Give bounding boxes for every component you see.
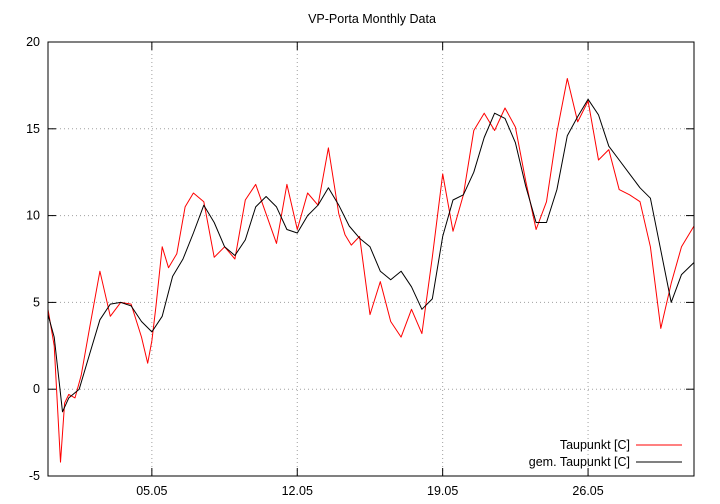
y-tick-label: -5: [29, 469, 40, 483]
y-tick-label: 20: [26, 35, 40, 49]
legend: Taupunkt [C] gem. Taupunkt [C]: [529, 438, 682, 469]
x-tick-label: 19.05: [427, 484, 458, 498]
y-tick-label: 10: [26, 209, 40, 223]
y-tick-label: 0: [33, 382, 40, 396]
x-tick-label: 05.05: [136, 484, 167, 498]
legend-label-gem-taupunkt: gem. Taupunkt [C]: [529, 455, 630, 469]
plot-frame: [47, 41, 695, 477]
y-tick-label: 15: [26, 122, 40, 136]
x-tick-label: 12.05: [282, 484, 313, 498]
series-line-gem-taupunkt: [47, 98, 695, 413]
x-tick-label: 26.05: [572, 484, 603, 498]
chart-title: VP-Porta Monthly Data: [308, 12, 436, 26]
legend-label-taupunkt: Taupunkt [C]: [560, 438, 630, 452]
series-line-taupunkt: [47, 78, 695, 463]
y-tick-label: 5: [33, 295, 40, 309]
